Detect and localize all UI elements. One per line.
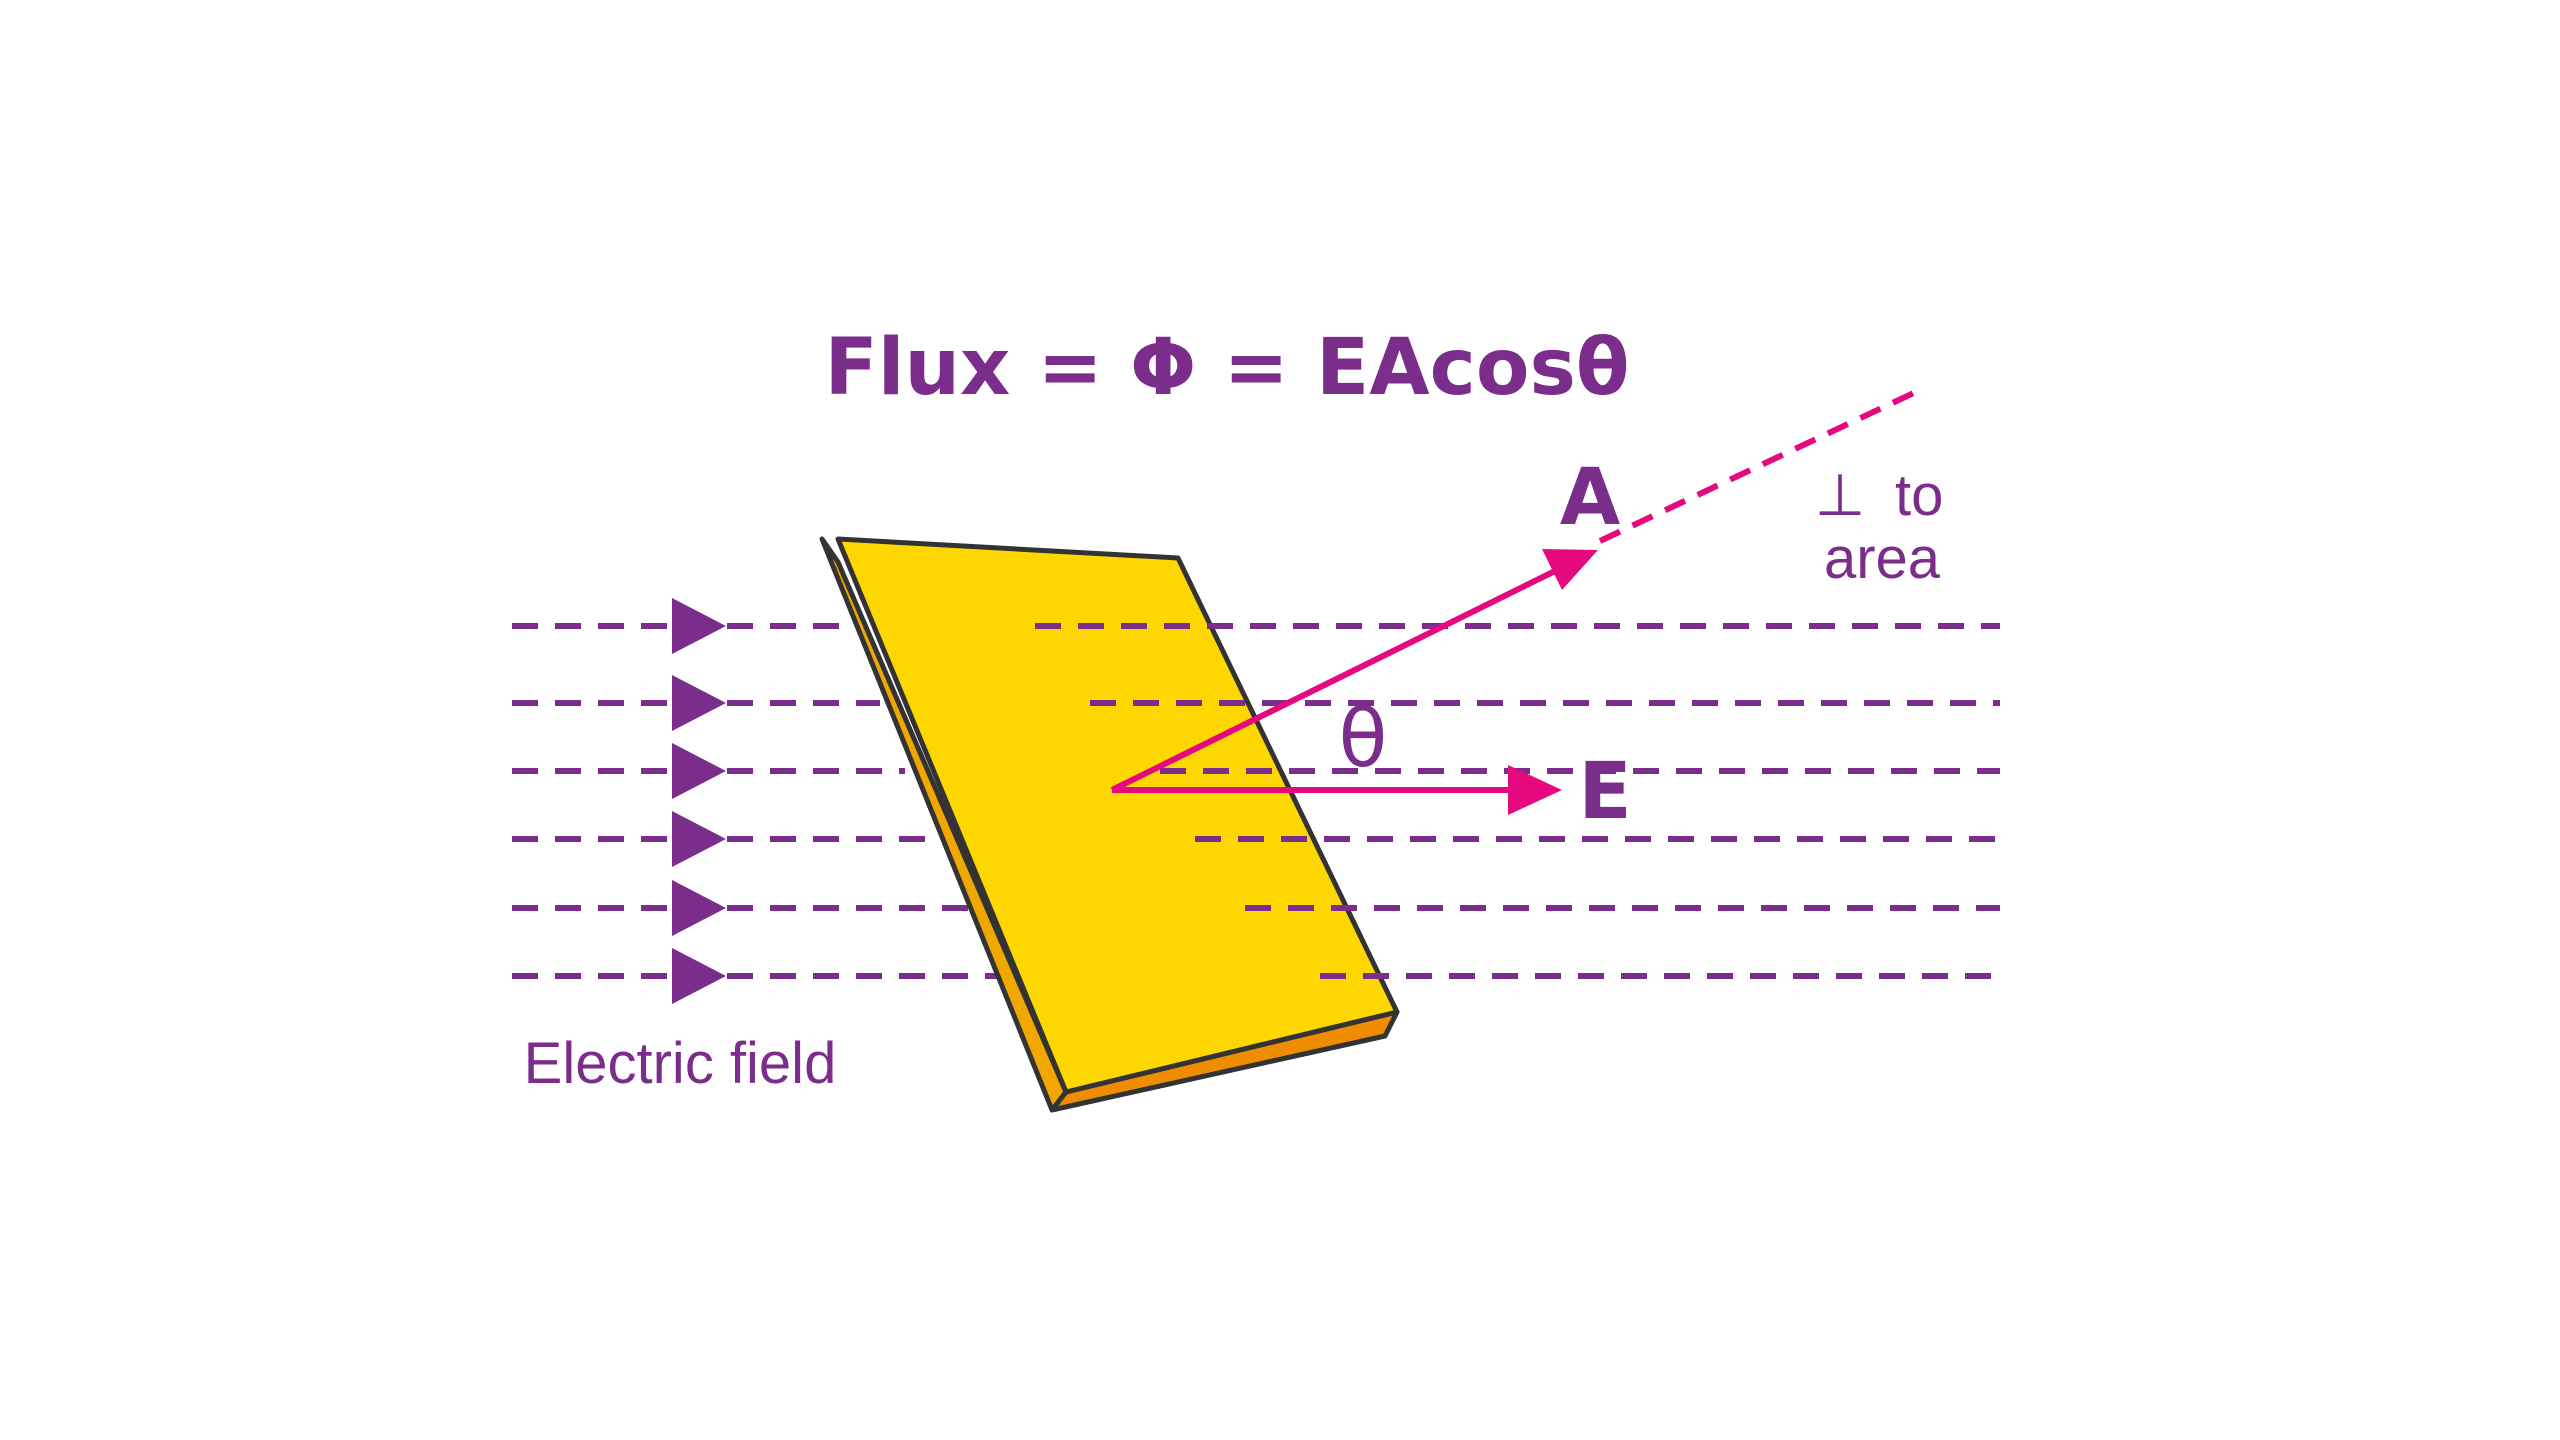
electric-field-lines-right — [1035, 623, 2000, 979]
field-arrowhead-4 — [672, 811, 726, 867]
field-vector-arrowhead — [1508, 765, 1562, 815]
field-arrowheads — [672, 598, 726, 1004]
flux-formula: Flux = Φ = EAcosθ — [825, 323, 1630, 413]
area-vector-shaft — [1110, 568, 1557, 793]
field-arrowhead-3 — [672, 743, 726, 799]
field-arrowhead-5 — [672, 880, 726, 936]
field-arrowhead-2 — [672, 675, 726, 731]
vector-a-label: A — [1560, 453, 1620, 543]
plate-face — [835, 536, 1400, 1095]
field-vector-e — [1112, 765, 1562, 815]
field-arrowhead-6 — [672, 948, 726, 1004]
electric-field-label: Electric field — [524, 1031, 837, 1096]
perpendicular-to-label: to — [1895, 463, 1943, 528]
area-normal-dashed-extension — [1598, 387, 1922, 544]
perpendicular-area-label: area — [1824, 526, 1941, 591]
vector-e-label: E — [1578, 747, 1631, 837]
angle-theta-label: θ — [1339, 692, 1388, 785]
perpendicular-symbol: ⊥ — [1815, 463, 1866, 528]
area-vector-arrowhead — [1542, 549, 1598, 590]
area-vector-a — [1110, 549, 1598, 793]
field-arrowhead-1 — [672, 598, 726, 654]
surface-plate — [819, 536, 1400, 1113]
